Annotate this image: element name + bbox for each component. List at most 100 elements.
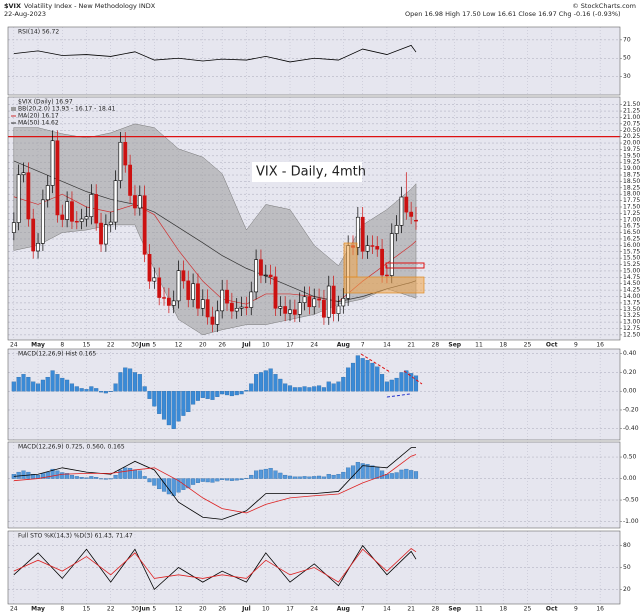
histogram-bar: [166, 391, 171, 426]
histogram-bar: [346, 467, 351, 479]
histogram-bar: [31, 474, 36, 479]
histogram-bar: [220, 391, 225, 395]
panel-title: MACD(12,26,9) Hist 0.165: [18, 351, 96, 358]
histogram-bar: [224, 478, 230, 481]
x-tick-label: Jun: [138, 606, 150, 613]
histogram-bar: [89, 386, 94, 392]
candle-body: [113, 180, 118, 223]
panel-title: RSI(14) 56.72: [18, 29, 59, 36]
histogram-bar: [79, 477, 84, 479]
x-tick-label: 17: [286, 606, 294, 613]
histogram-bar: [249, 383, 254, 392]
x-tick-label: 18: [499, 342, 507, 349]
histogram-bar: [404, 370, 409, 392]
candle-body: [108, 221, 113, 225]
candle-body: [16, 174, 21, 223]
x-tick-label: 7: [361, 606, 365, 613]
histogram-bar: [273, 470, 278, 479]
histogram-bar: [35, 383, 41, 392]
histogram-bar: [360, 463, 365, 479]
candle-body: [239, 306, 244, 309]
histogram-bar: [399, 372, 404, 392]
histogram-bar: [128, 368, 133, 392]
histogram-bar: [224, 391, 230, 396]
annotation-box: [252, 162, 362, 182]
candle-body: [326, 285, 331, 318]
candle-body: [171, 300, 176, 306]
histogram-bar: [45, 471, 50, 479]
y-tick-label: 18.00: [623, 191, 640, 198]
quote: Open 16.98 High 17.50 Low 16.61 Close 16…: [405, 10, 621, 18]
histogram-bar: [128, 468, 133, 479]
histogram-bar: [161, 391, 167, 420]
x-tick-label: Jun: [138, 342, 150, 349]
candle-body: [186, 280, 191, 300]
panel-border: [7, 530, 621, 605]
histogram-bar: [413, 471, 419, 479]
y-tick-label: 70: [623, 36, 631, 43]
histogram-bar: [147, 478, 152, 483]
histogram-bar: [249, 474, 254, 479]
candle-body: [341, 298, 346, 307]
histogram-bar: [16, 471, 21, 479]
x-tick-label: 24: [310, 606, 318, 613]
candle-body: [370, 245, 375, 247]
histogram-bar: [389, 379, 394, 392]
y-tick-label: 17.25: [623, 210, 640, 217]
indicator-line: [13, 548, 417, 583]
histogram-bar: [263, 468, 268, 479]
copyright: © StockCharts.com: [572, 2, 636, 10]
histogram-bar: [210, 391, 215, 400]
x-tick-label: 28: [432, 342, 440, 349]
histogram-bar: [326, 474, 331, 479]
x-tick-label: 22: [107, 606, 115, 613]
y-tick-label: 18.50: [623, 178, 640, 185]
histogram-bar: [69, 383, 75, 392]
candle-body: [65, 201, 70, 220]
symbol: $VIX: [4, 2, 21, 10]
histogram-bar: [132, 372, 138, 392]
histogram-bar: [268, 468, 273, 479]
y-tick-label: 19.75: [623, 146, 640, 153]
histogram-bar: [307, 387, 312, 392]
x-tick-label: 9: [574, 606, 578, 613]
x-tick-label: 12: [175, 606, 183, 613]
y-tick-label: 21.25: [623, 108, 640, 115]
histogram-bar: [123, 367, 128, 392]
candle-body: [123, 141, 128, 166]
candle-body: [229, 302, 234, 312]
histogram-bar: [341, 376, 346, 392]
histogram-bar: [350, 465, 356, 479]
histogram-bar: [40, 379, 45, 392]
histogram-bar: [26, 376, 31, 392]
histogram-bar: [31, 381, 36, 392]
histogram-bar: [205, 391, 210, 399]
candle-body: [263, 274, 268, 277]
y-tick-label: 50: [623, 564, 631, 571]
candle-body: [292, 309, 297, 315]
histogram-bar: [297, 476, 302, 479]
histogram-bar: [220, 478, 225, 480]
histogram-bar: [89, 476, 94, 479]
histogram-bar: [21, 470, 26, 479]
candle-body: [89, 194, 94, 218]
histogram-bar: [409, 373, 414, 392]
x-tick-label: 15: [83, 342, 91, 349]
histogram-bar: [336, 474, 341, 479]
histogram-bar: [50, 370, 55, 392]
histogram-bar: [365, 464, 370, 479]
y-tick-label: 14.00: [623, 293, 640, 300]
candle-body: [200, 299, 205, 309]
panel-border: [7, 348, 621, 441]
candle-body: [312, 298, 317, 308]
histogram-bar: [239, 391, 244, 395]
candle-body: [103, 224, 108, 245]
histogram-bar: [118, 469, 123, 479]
y-tick-label: 15.00: [623, 267, 640, 274]
x-tick-label: 25: [524, 606, 532, 613]
candle-body: [21, 172, 26, 176]
gap-marker: [385, 262, 425, 269]
y-tick-label: 21.50: [623, 101, 640, 108]
histogram-bar: [355, 355, 360, 392]
